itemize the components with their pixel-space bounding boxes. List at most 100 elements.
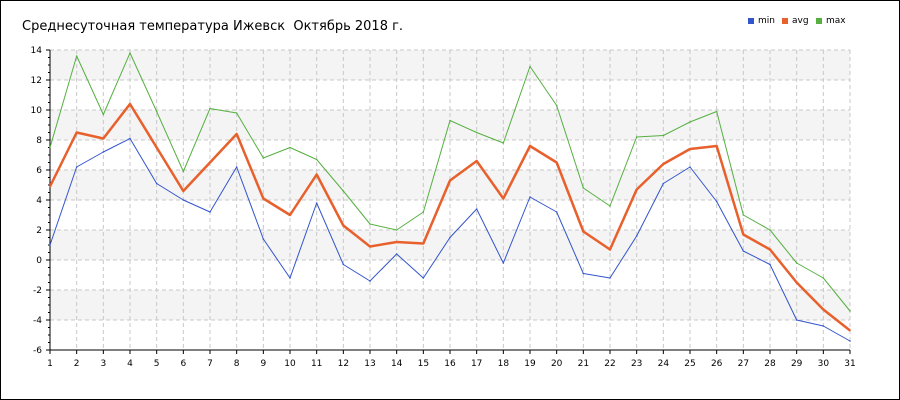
data-point-max [689,121,691,123]
data-point-avg [689,148,691,150]
data-point-avg [369,245,371,248]
legend-label-avg: avg [792,16,809,26]
data-point-max [182,170,185,173]
data-point-max [502,142,505,144]
data-point-avg [449,179,451,182]
x-tick-label: 26 [711,359,723,369]
data-point-avg [635,188,638,191]
data-point-avg [475,160,478,162]
legend-item-max: max [816,16,846,27]
legend-label-max: max [826,16,846,26]
data-point-max [662,134,665,137]
data-point-max [475,131,478,134]
data-point-max [235,112,238,114]
data-point-avg [609,248,611,251]
y-tick-label: -6 [33,346,42,356]
data-point-min [395,253,398,255]
x-tick-label: 14 [391,359,403,369]
data-point-min [582,272,585,275]
x-tick-label: 21 [578,359,589,369]
data-point-avg [715,145,718,147]
data-point-min [475,208,478,210]
data-point-min [555,211,558,213]
data-point-min [715,200,718,203]
x-tick-label: 31 [844,359,855,369]
data-point-max [102,113,105,116]
data-point-min [209,211,211,213]
x-tick-label: 28 [764,359,776,369]
data-point-max [449,119,451,122]
x-tick-label: 30 [818,359,830,369]
y-tick-label: 6 [36,166,42,176]
y-tick-label: 12 [31,76,42,86]
y-tick-label: 0 [36,256,42,266]
data-point-avg [742,233,745,236]
x-tick-label: 29 [791,359,803,369]
legend-swatch-avg [782,18,788,24]
data-point-avg [289,214,291,216]
data-point-max [75,55,78,57]
data-point-max [609,205,611,207]
x-tick-label: 11 [311,359,322,369]
data-point-max [395,229,398,231]
x-tick-label: 12 [338,359,349,369]
data-point-avg [502,197,505,200]
y-tick-label: 2 [36,226,42,236]
data-point-avg [155,146,158,149]
data-point-min [369,280,371,282]
data-point-avg [129,103,131,105]
data-point-max [795,262,798,264]
x-tick-label: 18 [498,359,510,369]
data-point-avg [822,308,825,311]
data-point-avg [769,248,771,251]
x-tick-label: 23 [631,359,642,369]
data-point-max [289,146,291,149]
data-point-avg [102,137,105,140]
data-point-min [742,250,745,252]
x-tick-label: 4 [127,359,133,369]
data-point-min [102,151,105,153]
x-tick-label: 19 [524,359,536,369]
chart-title: Среднесуточная температура Ижевск Октябр… [22,19,404,34]
x-tick-label: 9 [260,359,266,369]
data-point-min [342,263,345,266]
x-tick-label: 16 [444,359,456,369]
x-tick-label: 10 [284,359,296,369]
x-tick-label: 8 [234,359,240,369]
data-point-min [155,182,158,185]
x-tick-label: 1 [47,359,53,369]
data-point-avg [315,173,318,176]
data-point-avg [209,161,211,164]
data-point-max [209,107,211,110]
x-tick-label: 3 [100,359,106,369]
data-point-max [262,157,265,159]
data-point-avg [342,224,345,227]
data-point-max [769,229,771,231]
y-tick-label: 10 [31,106,43,116]
legend-swatch-max [816,18,822,24]
data-point-min [235,166,238,168]
data-point-avg [49,185,51,188]
data-point-min [689,166,691,168]
data-point-avg [262,197,265,200]
legend-item-min: min [748,16,775,27]
x-tick-label: 25 [684,359,695,369]
data-point-min [822,325,825,327]
data-point-max [555,104,558,107]
x-tick-label: 2 [74,359,80,369]
data-point-avg [395,241,398,243]
data-point-min [795,319,798,321]
legend-swatch-min [748,18,754,24]
data-point-avg [582,230,585,233]
y-tick-label: 4 [36,196,42,206]
data-point-avg [422,242,425,245]
y-tick-label: -4 [33,316,42,326]
data-point-max [822,277,825,279]
data-point-max [635,136,638,138]
data-point-max [422,211,425,213]
data-point-avg [555,161,558,164]
y-tick-label: 8 [36,136,42,146]
data-point-avg [75,131,78,134]
data-point-min [769,263,771,266]
